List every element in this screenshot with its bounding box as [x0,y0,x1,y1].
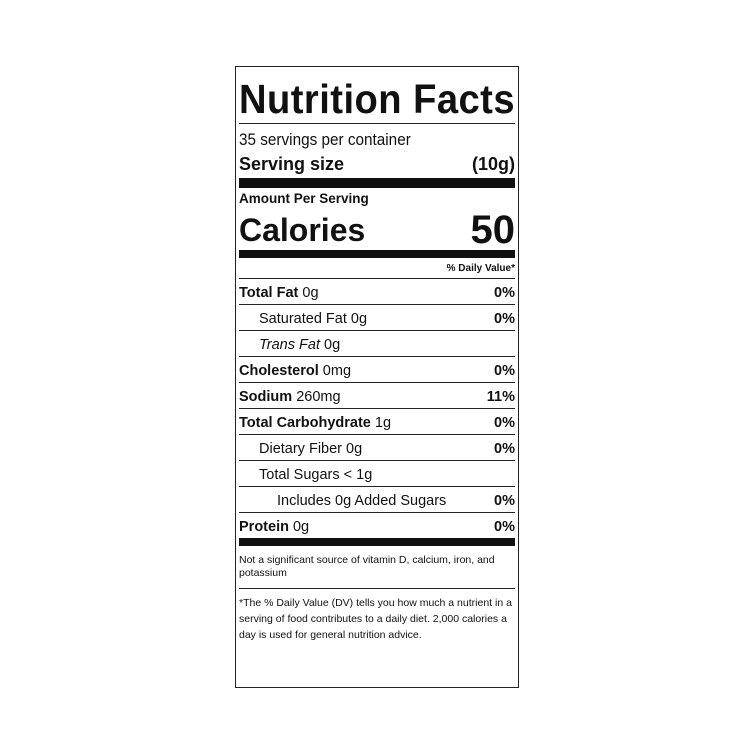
nutrient-amount: 0mg [322,363,352,379]
nutrient-name: Cholesterol [239,363,319,379]
nutrient-row: Protein 0g 0% [239,513,515,538]
nutrient-row: Total Sugars < 1g [239,461,515,487]
nutrient-list: Total Fat 0g 0% Saturated Fat 0g 0% Trans Fa… [239,279,515,538]
nutrient-name: Includes 0g Added Sugars [277,493,447,509]
nutrient-amount: 260mg [296,389,341,405]
nutrient-label: Dietary Fiber 0g [239,435,362,460]
nutrient-row: Includes 0g Added Sugars 0% [239,487,515,513]
amount-per-serving: Amount Per Serving [239,191,369,206]
label-title: Nutrition Facts [239,76,516,122]
nutrient-amount: < 1g [343,467,373,483]
nutrient-daily-value: 0% [494,519,515,535]
daily-value-header: % Daily Value* [239,258,515,279]
servings-per-container: 35 servings per container [239,130,411,149]
nutrient-amount: 0g [350,311,368,327]
calories-value: 50 [470,208,516,252]
nutrient-amount: 1g [374,415,392,431]
thick-divider [239,178,515,188]
nutrient-amount: 0g [292,519,310,535]
nutrient-name: Trans Fat [259,337,320,353]
nutrient-name: Dietary Fiber [259,441,342,457]
serving-size-row: Serving size (10g) [239,150,515,178]
nutrient-label: Total Carbohydrate 1g [239,409,391,434]
footnote-daily-value: *The % Daily Value (DV) tells you how mu… [239,597,512,641]
nutrient-daily-value: 0% [494,363,515,379]
nutrient-label: Total Sugars < 1g [239,461,372,486]
serving-size-value: (10g) [471,154,515,174]
nutrient-name: Total Sugars [259,467,340,483]
thick-divider [239,538,515,546]
nutrient-amount: 0g [324,337,341,353]
calories-row: Calories 50 [239,206,515,250]
nutrient-label: Total Fat 0g [239,279,319,304]
nutrition-facts-label: Nutrition Facts 35 servings per containe… [235,66,519,688]
nutrient-daily-value: 0% [494,311,515,327]
calories-label: Calories [239,212,366,248]
nutrient-label: Includes 0g Added Sugars [239,487,446,512]
nutrient-row: Trans Fat 0g [239,331,515,357]
nutrient-amount: 0g [302,285,319,301]
nutrient-amount: 0g [346,441,363,457]
thick-divider [239,250,515,258]
nutrient-name: Total Carbohydrate [239,415,371,431]
nutrient-label: Protein 0g [239,513,309,538]
nutrient-daily-value: 0% [494,285,515,301]
serving-size-label: Serving size [239,154,345,174]
nutrient-name: Saturated Fat [259,311,347,327]
nutrient-label: Sodium 260mg [239,383,341,408]
nutrient-row: Sodium 260mg 11% [239,383,515,409]
divider [239,123,515,124]
nutrient-row: Dietary Fiber 0g 0% [239,435,515,461]
nutrient-row: Total Carbohydrate 1g 0% [239,409,515,435]
nutrient-daily-value: 0% [494,441,515,457]
footnote-vitamins: Not a significant source of vitamin D, c… [239,554,495,579]
nutrient-row: Cholesterol 0mg 0% [239,357,515,383]
nutrient-row: Total Fat 0g 0% [239,279,515,305]
divider [239,588,515,589]
nutrient-daily-value: 0% [494,415,515,431]
nutrient-label: Saturated Fat 0g [239,305,367,330]
nutrient-name: Total Fat [239,285,299,301]
nutrient-daily-value: 11% [486,389,515,405]
nutrient-label: Trans Fat 0g [239,331,340,356]
nutrient-name: Sodium [239,389,293,405]
nutrient-daily-value: 0% [494,493,515,509]
nutrient-label: Cholesterol 0mg [239,357,351,382]
nutrient-name: Protein [239,519,289,535]
nutrient-row: Saturated Fat 0g 0% [239,305,515,331]
